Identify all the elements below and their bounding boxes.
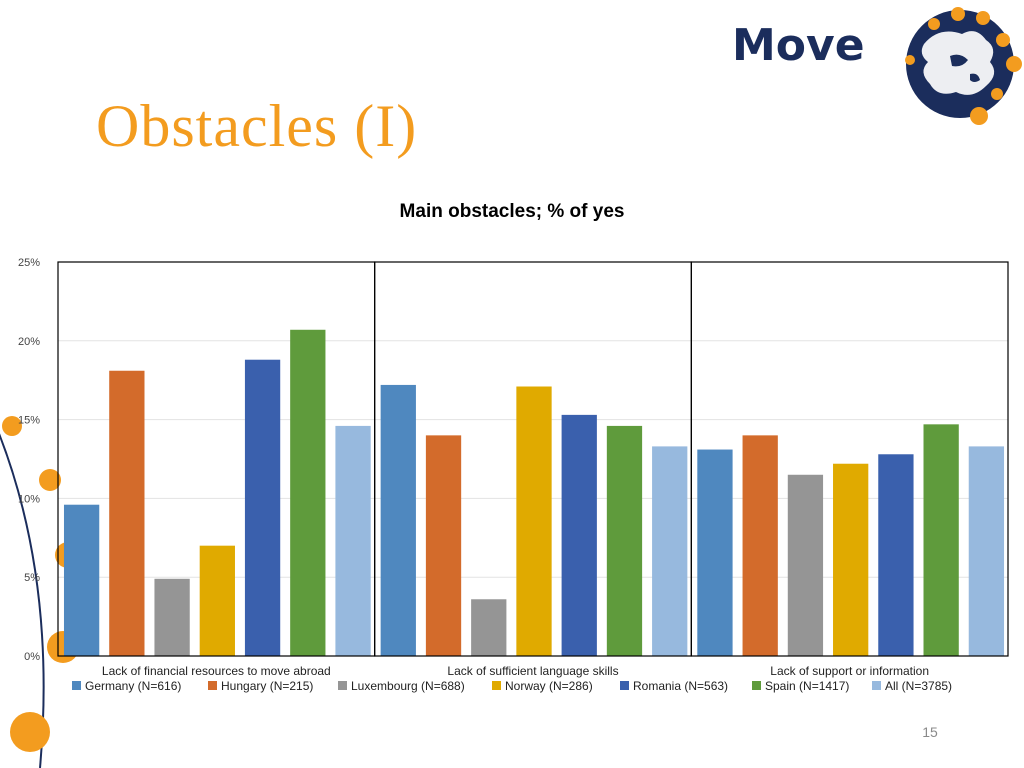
legend-label: Germany (N=616) bbox=[85, 679, 181, 693]
bar bbox=[471, 599, 507, 656]
bar bbox=[878, 454, 914, 656]
bar bbox=[652, 446, 688, 656]
legend-label: Luxembourg (N=688) bbox=[351, 679, 465, 693]
bar bbox=[833, 463, 869, 656]
legend-swatch bbox=[338, 681, 347, 690]
slide-title: Obstacles (I) bbox=[96, 93, 418, 159]
legend-item: Romania (N=563) bbox=[620, 679, 728, 693]
legend-swatch bbox=[620, 681, 629, 690]
bar bbox=[154, 578, 190, 656]
y-tick-label: 5% bbox=[24, 572, 40, 584]
bar bbox=[697, 449, 733, 656]
category-labels: Lack of financial resources to move abro… bbox=[102, 664, 929, 678]
y-tick-label: 25% bbox=[18, 257, 40, 269]
legend-swatch bbox=[72, 681, 81, 690]
y-tick-label: 10% bbox=[18, 493, 40, 505]
bar bbox=[63, 504, 100, 656]
category-label: Lack of support or information bbox=[770, 664, 929, 678]
legend-label: Norway (N=286) bbox=[505, 679, 593, 693]
logo-text: Move bbox=[732, 20, 865, 71]
bar bbox=[199, 545, 235, 656]
legend-item: Norway (N=286) bbox=[492, 679, 593, 693]
panel-frames bbox=[57, 261, 1009, 657]
bar bbox=[516, 386, 552, 656]
bar bbox=[742, 435, 778, 656]
bar bbox=[561, 414, 597, 656]
move-logo: Move bbox=[732, 7, 1022, 125]
legend: Germany (N=616) Hungary (N=215) Luxembourg… bbox=[72, 679, 952, 693]
y-tick-label: 15% bbox=[18, 415, 40, 427]
bar bbox=[290, 329, 326, 656]
legend-item: Luxembourg (N=688) bbox=[338, 679, 465, 693]
bars bbox=[63, 329, 1005, 656]
bar bbox=[923, 424, 959, 656]
legend-label: Romania (N=563) bbox=[633, 679, 728, 693]
category-label: Lack of financial resources to move abro… bbox=[102, 664, 331, 678]
legend-item: Spain (N=1417) bbox=[752, 679, 849, 693]
y-axis-ticks: 0% 5% 10% 15% 20% 25% bbox=[18, 257, 40, 663]
legend-item: Hungary (N=215) bbox=[208, 679, 313, 693]
bar-chart: Main obstacles; % of yes 0% 5% 10% 15% 20% 25… bbox=[18, 201, 1009, 693]
bar bbox=[425, 435, 462, 656]
bar bbox=[606, 425, 643, 656]
legend-swatch bbox=[872, 681, 881, 690]
legend-swatch bbox=[208, 681, 217, 690]
legend-label: Hungary (N=215) bbox=[221, 679, 313, 693]
bar bbox=[335, 425, 371, 656]
y-tick-label: 0% bbox=[24, 651, 40, 663]
legend-label: All (N=3785) bbox=[885, 679, 952, 693]
legend-item: All (N=3785) bbox=[872, 679, 952, 693]
bar bbox=[380, 384, 416, 656]
bar bbox=[244, 359, 281, 656]
bar bbox=[787, 474, 824, 656]
globe-icon bbox=[906, 10, 1014, 118]
orbit-dots bbox=[905, 7, 1022, 125]
bar bbox=[968, 446, 1005, 656]
legend-swatch bbox=[492, 681, 501, 690]
legend-label: Spain (N=1417) bbox=[765, 679, 849, 693]
bar bbox=[109, 370, 145, 656]
legend-swatch bbox=[752, 681, 761, 690]
chart-title: Main obstacles; % of yes bbox=[400, 201, 625, 222]
page-number: 15 bbox=[922, 724, 938, 740]
legend-item: Germany (N=616) bbox=[72, 679, 181, 693]
category-label: Lack of sufficient language skills bbox=[447, 664, 618, 678]
panel-frame bbox=[690, 261, 1009, 657]
y-tick-label: 20% bbox=[18, 336, 40, 348]
